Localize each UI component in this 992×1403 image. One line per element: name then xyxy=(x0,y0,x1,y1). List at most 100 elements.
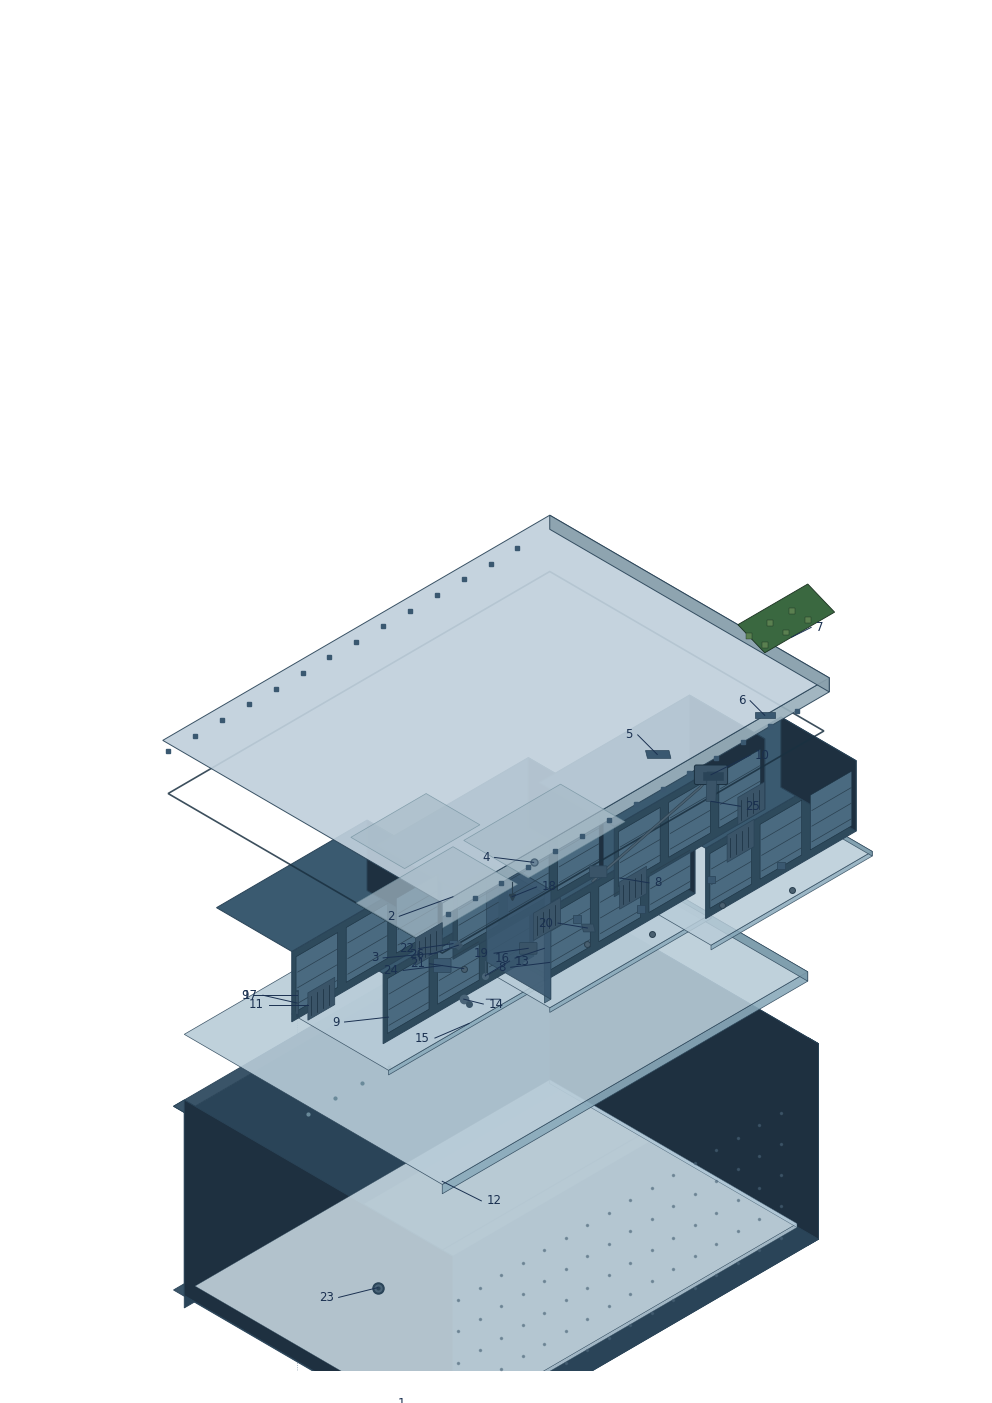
Polygon shape xyxy=(545,824,694,981)
Polygon shape xyxy=(550,887,818,1239)
Polygon shape xyxy=(296,933,337,1012)
Text: 11: 11 xyxy=(249,998,264,1012)
Polygon shape xyxy=(669,779,710,857)
Polygon shape xyxy=(457,870,499,948)
Polygon shape xyxy=(508,840,549,920)
Polygon shape xyxy=(442,972,807,1194)
Polygon shape xyxy=(550,1080,797,1228)
Polygon shape xyxy=(810,772,852,850)
Text: 7: 7 xyxy=(816,622,823,634)
FancyBboxPatch shape xyxy=(520,943,537,954)
Polygon shape xyxy=(558,812,599,891)
Bar xyxy=(746,633,752,638)
Polygon shape xyxy=(442,1044,818,1403)
Polygon shape xyxy=(755,713,775,718)
Polygon shape xyxy=(453,920,550,981)
Polygon shape xyxy=(620,780,694,894)
Polygon shape xyxy=(442,1256,453,1403)
Text: 12: 12 xyxy=(486,1194,501,1208)
Bar xyxy=(762,643,768,648)
Text: 8: 8 xyxy=(654,877,662,890)
Polygon shape xyxy=(216,821,442,951)
FancyBboxPatch shape xyxy=(434,958,451,972)
Polygon shape xyxy=(614,857,711,919)
Bar xyxy=(805,617,810,623)
Polygon shape xyxy=(463,784,625,878)
Polygon shape xyxy=(389,976,550,1075)
Polygon shape xyxy=(539,694,765,826)
Polygon shape xyxy=(630,717,856,849)
Polygon shape xyxy=(308,978,334,1020)
Polygon shape xyxy=(649,833,690,912)
Polygon shape xyxy=(545,890,551,1003)
Polygon shape xyxy=(163,515,829,904)
Text: 2: 2 xyxy=(387,909,395,923)
Polygon shape xyxy=(453,857,711,1007)
Polygon shape xyxy=(185,822,807,1184)
Polygon shape xyxy=(703,772,723,780)
Text: 6: 6 xyxy=(738,694,745,707)
Polygon shape xyxy=(550,887,560,1089)
Text: 15: 15 xyxy=(416,1031,431,1045)
Polygon shape xyxy=(760,800,802,880)
Polygon shape xyxy=(529,758,603,871)
Polygon shape xyxy=(432,1037,818,1263)
Polygon shape xyxy=(534,898,560,940)
Bar xyxy=(767,620,773,626)
Polygon shape xyxy=(292,864,442,1021)
Polygon shape xyxy=(174,887,560,1113)
Polygon shape xyxy=(620,866,647,909)
Polygon shape xyxy=(550,515,829,692)
Polygon shape xyxy=(807,1037,818,1239)
Polygon shape xyxy=(727,819,754,863)
Polygon shape xyxy=(619,808,660,887)
Text: 25: 25 xyxy=(745,800,760,812)
Polygon shape xyxy=(781,717,856,831)
Polygon shape xyxy=(488,897,530,975)
Bar xyxy=(707,875,715,884)
Polygon shape xyxy=(689,694,765,810)
Polygon shape xyxy=(453,801,603,960)
Polygon shape xyxy=(346,904,388,982)
Polygon shape xyxy=(486,853,551,999)
Text: 10: 10 xyxy=(755,749,770,762)
FancyBboxPatch shape xyxy=(694,765,727,784)
Text: 22: 22 xyxy=(399,941,414,955)
Polygon shape xyxy=(367,821,442,934)
Polygon shape xyxy=(550,1070,818,1239)
Polygon shape xyxy=(706,772,717,801)
FancyBboxPatch shape xyxy=(589,866,607,877)
Polygon shape xyxy=(388,954,429,1034)
Bar xyxy=(777,861,785,870)
Text: 9: 9 xyxy=(332,1016,339,1028)
Polygon shape xyxy=(599,863,641,941)
Text: 3: 3 xyxy=(371,951,378,964)
Polygon shape xyxy=(442,678,829,918)
Text: 14: 14 xyxy=(488,998,503,1010)
Polygon shape xyxy=(356,846,518,940)
Text: 8: 8 xyxy=(498,961,506,974)
Polygon shape xyxy=(705,760,856,919)
Polygon shape xyxy=(308,842,534,974)
Polygon shape xyxy=(614,796,872,946)
Polygon shape xyxy=(351,794,480,868)
Polygon shape xyxy=(458,842,534,957)
Bar xyxy=(637,905,645,913)
Text: 4: 4 xyxy=(482,852,490,864)
Polygon shape xyxy=(185,894,560,1308)
Text: 21: 21 xyxy=(410,957,425,971)
Bar xyxy=(789,607,795,613)
Polygon shape xyxy=(480,853,551,894)
Polygon shape xyxy=(383,885,534,1044)
Bar xyxy=(572,915,580,923)
Polygon shape xyxy=(397,874,437,953)
Text: 17: 17 xyxy=(243,989,258,1002)
Text: 24: 24 xyxy=(383,964,398,976)
Polygon shape xyxy=(550,913,711,1013)
Polygon shape xyxy=(646,751,671,759)
Text: 5: 5 xyxy=(625,728,633,741)
Text: 18: 18 xyxy=(542,881,557,894)
Polygon shape xyxy=(378,758,603,890)
Text: 26: 26 xyxy=(409,948,425,961)
Polygon shape xyxy=(174,1070,818,1403)
